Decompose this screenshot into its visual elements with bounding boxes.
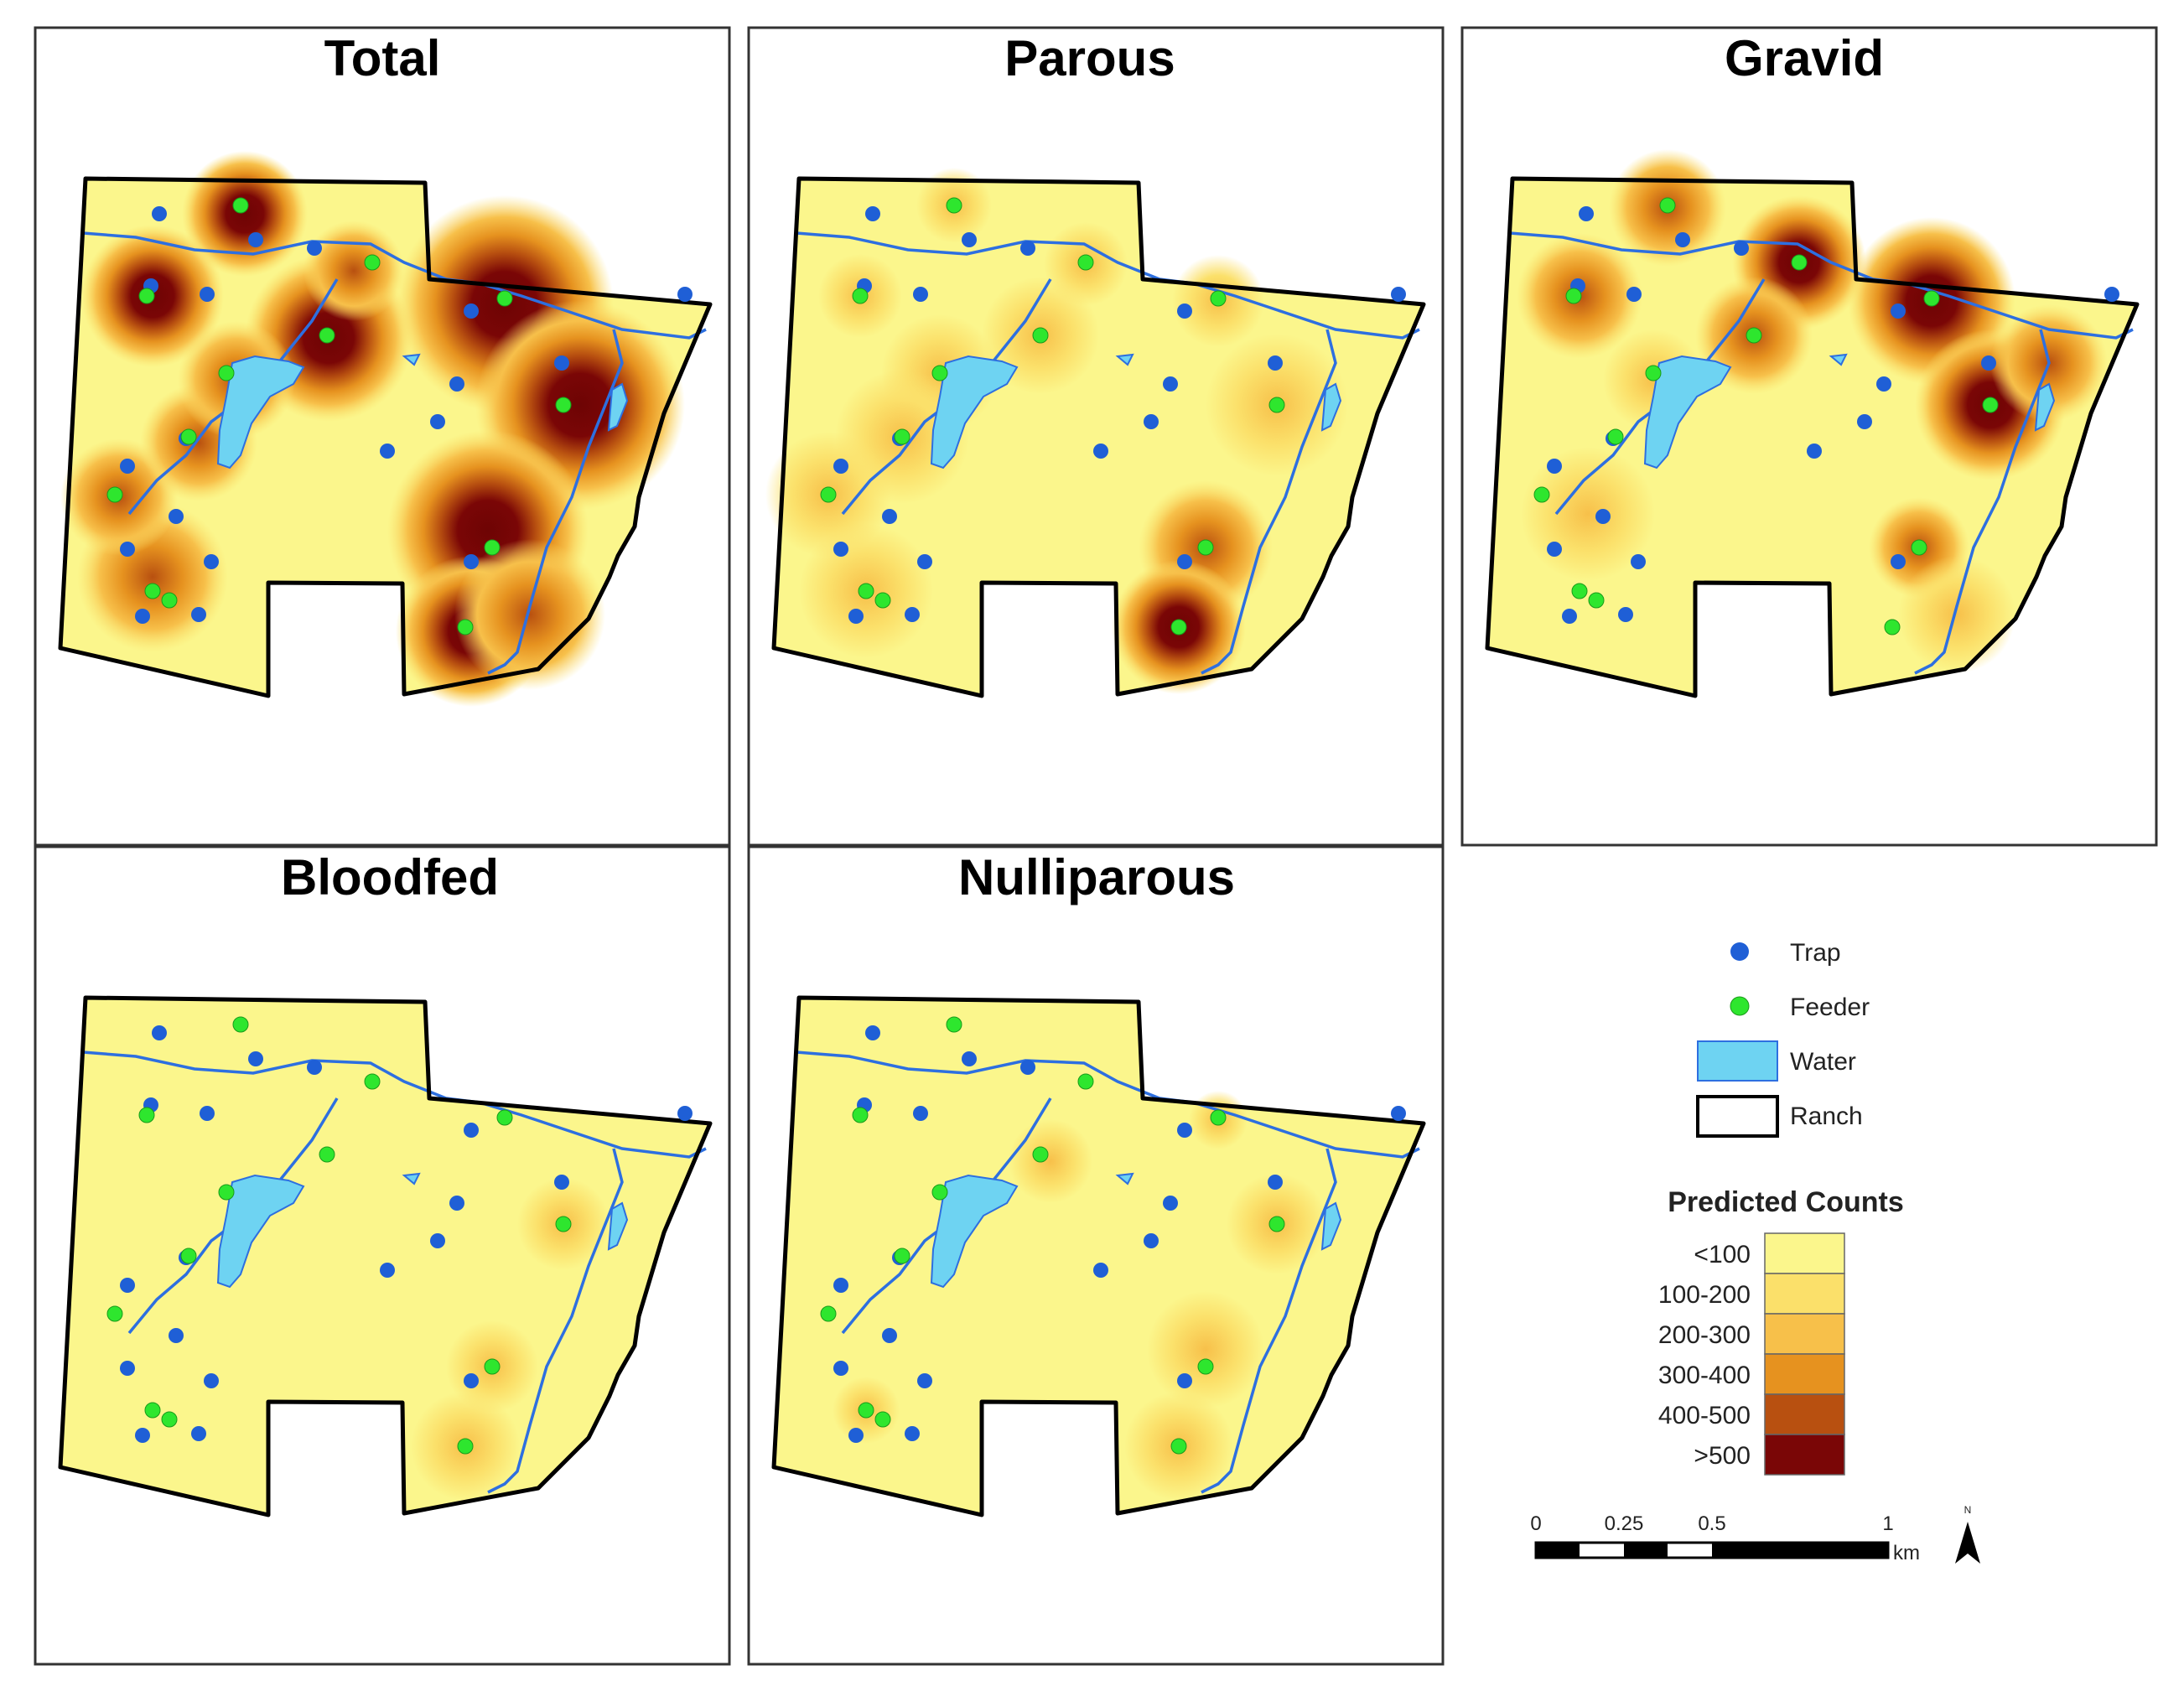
north-arrow-icon: N [1955,1504,1980,1564]
feeder-points-total [106,197,572,635]
scale-tick-label: 0.5 [1698,1512,1725,1535]
feeder-points-gravid [1533,197,1999,635]
scale-tick-label: 0 [1530,1512,1541,1535]
class-label: <100 [1694,1241,1751,1268]
legend-label-feeder: Feeder [1790,993,1870,1021]
panel-title-gravid: Gravid [1725,30,1884,86]
panel-gravid: Gravid [1460,26,2158,847]
map-bloodfed [60,998,710,1515]
ranch-outline-icon [1696,1095,1779,1138]
green-dot-icon [1730,996,1750,1016]
legend: Trap Feeder Water Ranch Predicted Counts… [1530,939,1980,1564]
trap-points-nulliparous [833,1025,1406,1443]
class-label: >500 [1694,1442,1751,1470]
legend-label-ranch: Ranch [1790,1102,1863,1130]
legend-label-water: Water [1790,1048,1856,1076]
feeder-points-bloodfed [106,1016,572,1455]
scale-tick-label: 0.25 [1605,1512,1644,1535]
map-total [60,151,710,707]
legend-item-trap: Trap [1730,939,1841,967]
legend-item-water: Water [1697,1040,1856,1082]
panel-title-total: Total [324,30,441,86]
class-label: 100-200 [1658,1281,1751,1309]
feeder-points-parous [820,197,1285,635]
scale-bar: 0 0.25 0.5 1 km [1530,1512,1920,1564]
class-label: 400-500 [1658,1402,1751,1429]
scale-tick-label: 1 [1882,1512,1893,1535]
map-gravid [1487,149,2137,696]
panel-parous: Parous [747,26,1445,847]
class-label: 200-300 [1658,1321,1751,1349]
panel-title-parous: Parous [1004,30,1175,86]
map-parous [765,168,1424,696]
panel-bloodfed: Bloodfed [34,845,731,1666]
feeder-points-nulliparous [820,1016,1285,1455]
class-label: 300-400 [1658,1362,1751,1389]
legend-heading: Predicted Counts [1668,1186,1903,1218]
water-swatch-icon [1697,1040,1778,1082]
scale-unit: km [1893,1542,1920,1564]
panel-title-bloodfed: Bloodfed [281,849,499,905]
map-nulliparous [774,998,1424,1515]
blue-dot-icon [1730,942,1749,961]
legend-item-feeder: Feeder [1730,993,1870,1021]
legend-label-trap: Trap [1790,939,1841,967]
north-label: N [1964,1504,1972,1516]
panel-total: Total [34,26,731,847]
panel-nulliparous: Nulliparous [747,845,1445,1666]
color-ramp [1764,1232,1845,1476]
panel-title-nulliparous: Nulliparous [958,849,1235,905]
legend-item-ranch: Ranch [1696,1095,1863,1138]
color-ramp-labels: <100 100-200 200-300 300-400 400-500 >50… [1658,1241,1751,1470]
